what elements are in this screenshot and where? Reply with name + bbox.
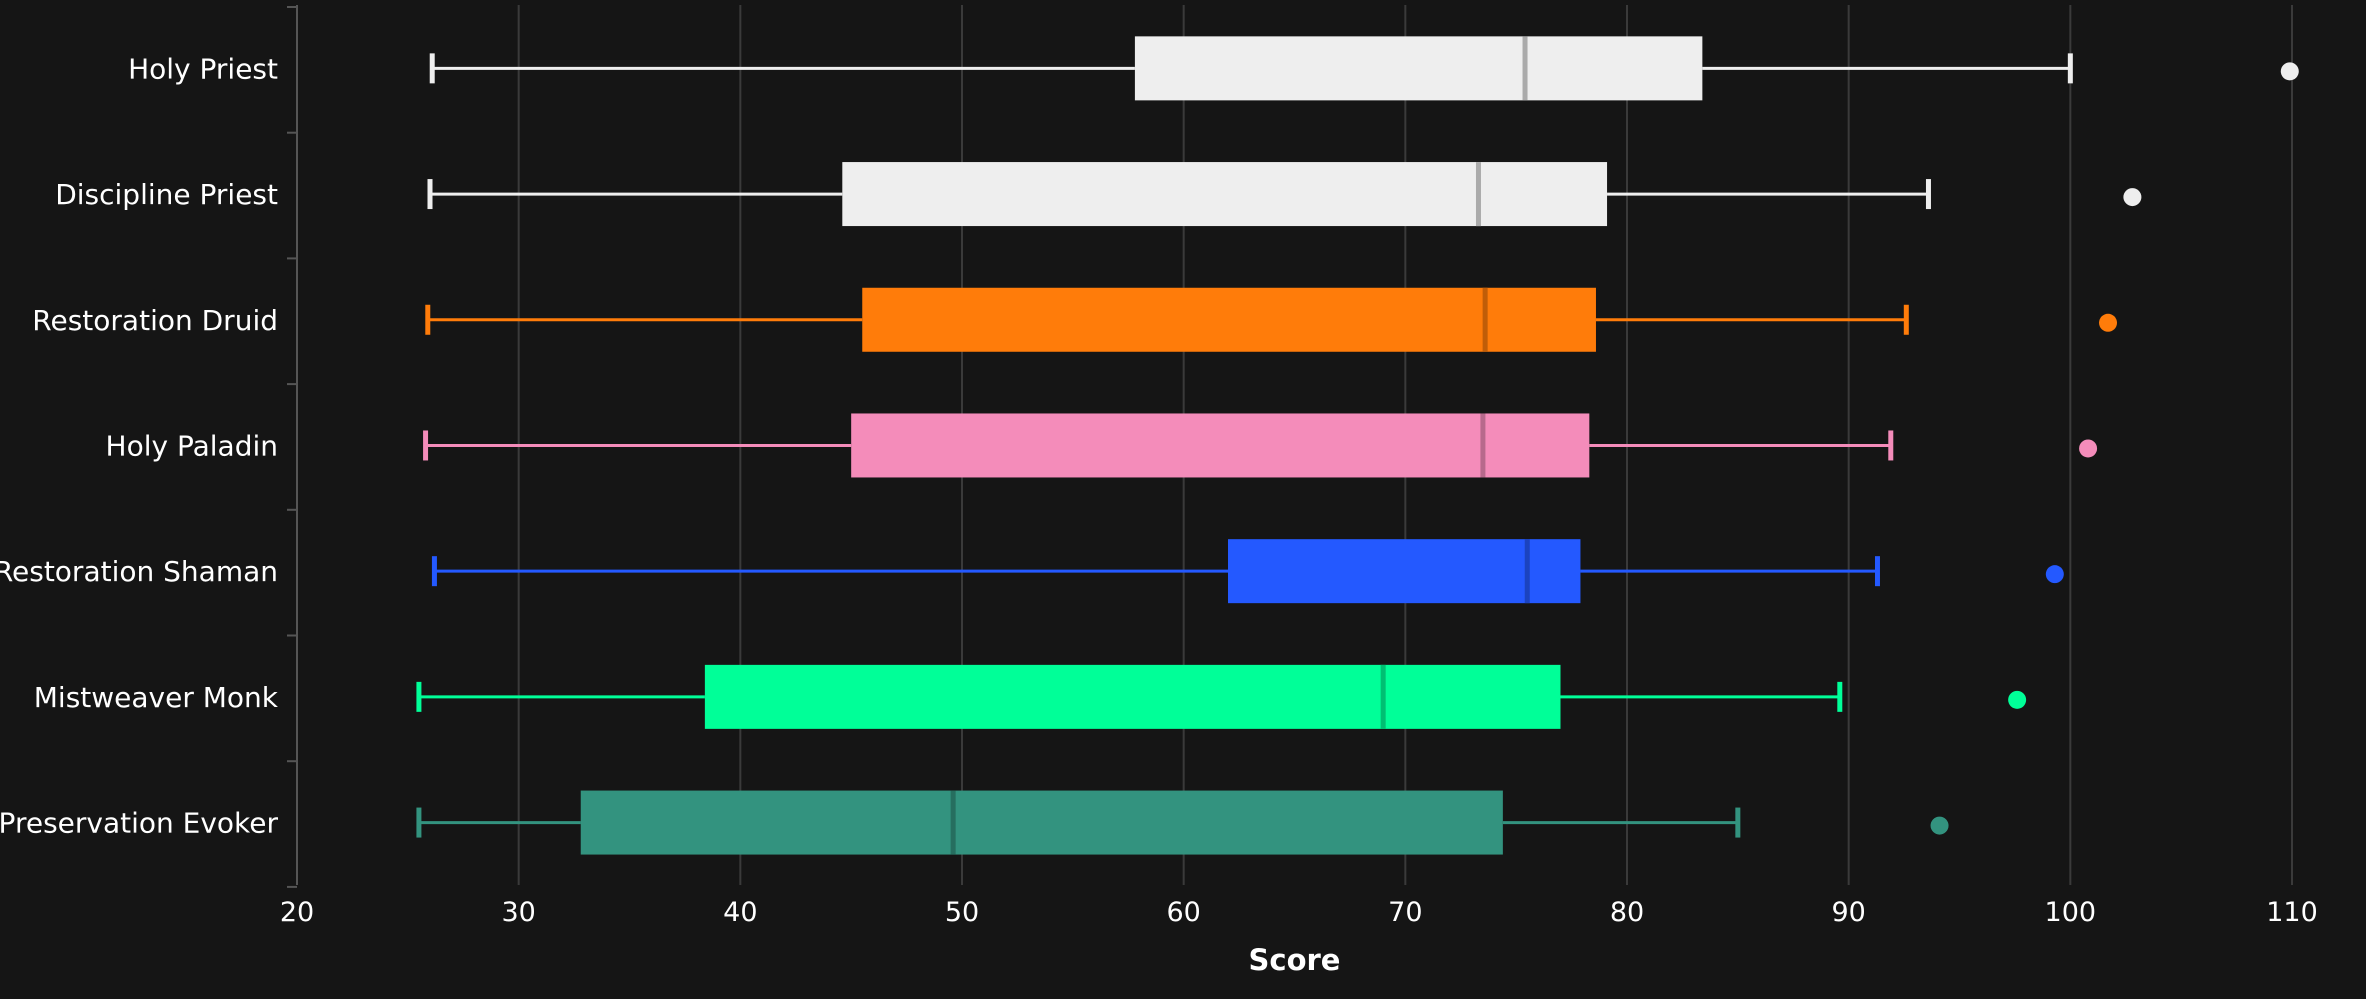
category-label: Holy Priest (128, 52, 278, 85)
outlier-point (2099, 313, 2118, 332)
outlier-point (2045, 565, 2064, 584)
category-label: Holy Paladin (106, 429, 278, 462)
x-axis-title: Score (1249, 943, 1341, 977)
x-tick-label: 50 (945, 897, 979, 928)
x-tick-label: 40 (723, 897, 757, 928)
iqr-box (851, 413, 1590, 478)
x-tick-label: 80 (1610, 897, 1644, 928)
boxes (416, 36, 2299, 855)
outlier-point (2079, 439, 2098, 458)
x-tick-label: 60 (1166, 897, 1200, 928)
x-tick-label: 30 (501, 897, 535, 928)
box-plot-restoration-shaman (431, 539, 2064, 604)
iqr-box (862, 287, 1596, 352)
iqr-box (842, 162, 1608, 227)
outlier-point (2008, 690, 2027, 709)
iqr-box (1134, 36, 1703, 101)
x-tick-label: 90 (1831, 897, 1865, 928)
x-tick-label: 20 (280, 897, 314, 928)
x-tick-labels: 20 30 40 50 60 70 80 90 100 110 (280, 897, 2318, 928)
outlier-point (2280, 62, 2299, 81)
x-tick-label: 100 (2045, 897, 2097, 928)
box-plot-restoration-druid (425, 287, 2118, 352)
axes (287, 5, 298, 888)
category-label: Restoration Shaman (0, 555, 278, 588)
box-plot-holy-priest (429, 36, 2299, 101)
iqr-box (580, 790, 1503, 855)
category-label: Mistweaver Monk (34, 681, 279, 714)
category-label: Preservation Evoker (0, 807, 278, 840)
box-plot-mistweaver-monk (416, 664, 2027, 729)
category-label: Discipline Priest (55, 178, 278, 211)
x-tick-label: 110 (2266, 897, 2318, 928)
iqr-box (1228, 539, 1581, 604)
box-plot-holy-paladin (423, 413, 2098, 478)
category-label: Restoration Druid (32, 304, 278, 337)
box-plot-preservation-evoker (416, 790, 1949, 855)
category-labels: Holy Priest Discipline Priest Restoration … (0, 52, 279, 839)
x-tick-label: 70 (1388, 897, 1422, 928)
outlier-point (1930, 816, 1949, 835)
box-plot-discipline-priest (427, 162, 2142, 227)
outlier-point (2123, 188, 2142, 207)
iqr-box (704, 664, 1561, 729)
